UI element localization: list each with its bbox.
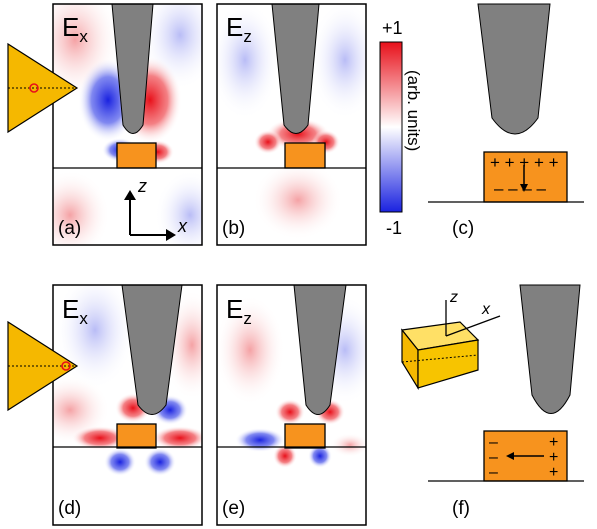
panel-e: Ez (e) [216,284,367,526]
tip-f [519,284,581,414]
tip-c [477,3,551,135]
particle-c [483,151,568,203]
x-arrow-head [166,229,176,241]
panel-e-tag: (e) [222,498,245,519]
particle-b [284,142,326,169]
dipole-arrow-f [506,452,514,460]
negative-charge-f-3: – [489,464,498,481]
tip-b [271,3,320,134]
tip-a [111,3,154,134]
negative-charges-c: – – – – [494,179,547,198]
panel-b-frame [216,3,367,246]
light-source-a [7,42,79,134]
positive-charge-f-1: + [549,434,558,451]
panel-a-tag: (a) [58,218,81,239]
panel-b-tag: (b) [222,218,245,239]
prism-x-label: x [481,301,491,318]
prism-icon: z x [400,289,501,391]
panel-a-frame [52,3,203,246]
panel-a-field-label: Ex [62,12,88,46]
negative-charge-f-1: – [489,434,498,451]
panel-b: Ez (b) [216,3,367,246]
panel-e-frame [216,284,367,526]
colorbar: +1 -1 (arb. units) [379,18,423,238]
panel-b-field-map [217,4,366,240]
z-axis-label: z [137,176,147,196]
colorbar-units-label: (arb. units) [404,70,423,151]
positive-charge-f-2: + [549,449,558,466]
panel-b-field-label: Ez [226,12,252,46]
positive-charges-c: + + + + + [490,153,559,172]
prism-z-label: z [449,289,458,306]
polarization-dot-icon [61,361,71,371]
polarization-dot-icon [29,83,39,93]
z-arrow-head [124,190,136,200]
colorbar-min-label: -1 [386,218,402,238]
light-source-d [7,320,79,412]
tip-d [121,284,183,415]
dipole-arrow-c [520,184,528,192]
panel-f-tag: (f) [452,498,470,519]
panel-d-frame [52,284,203,526]
panel-d-tag: (d) [58,498,81,519]
particle-a [116,142,157,169]
negative-charge-f-2: – [489,449,498,466]
panel-d: Ex (d) [52,284,203,526]
particle-d [116,423,157,449]
panel-d-field-label: Ex [62,294,88,328]
panel-c-tag: (c) [452,218,474,239]
tip-e [293,284,347,415]
panel-a: Ex (a) z x [52,3,203,246]
colorbar-max-label: +1 [382,18,403,38]
particle-e [284,423,326,449]
colorbar-gradient [379,41,403,213]
panel-e-field-label: Ez [226,294,252,328]
panel-c: + + + + + – – – – (c) [428,3,584,239]
x-axis-label: x [177,216,188,236]
panel-f: z x – – – + + + (f) [400,284,584,519]
positive-charge-f-3: + [549,464,558,481]
panel-d-field-map [53,285,202,476]
axes-indicator: z x [124,176,188,241]
